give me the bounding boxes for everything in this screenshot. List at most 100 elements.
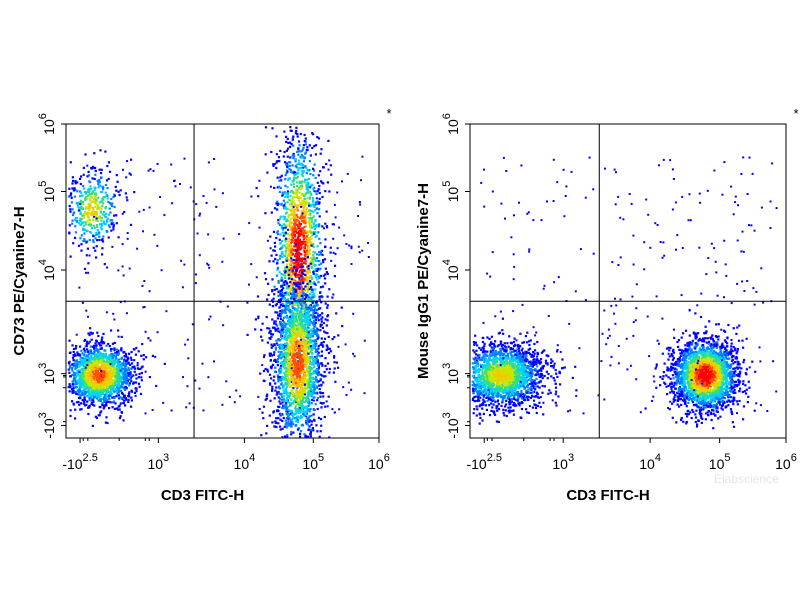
event-dot	[299, 411, 302, 414]
event-dot	[280, 356, 283, 359]
event-dot	[83, 364, 86, 367]
event-dot	[119, 386, 122, 389]
event-dot	[294, 253, 297, 256]
event-dot	[310, 339, 314, 342]
event-dot	[281, 239, 284, 243]
event-dot	[282, 398, 285, 401]
event-dot	[298, 301, 301, 304]
event-dot	[310, 304, 313, 307]
event-dot	[82, 371, 85, 374]
event-dot	[120, 347, 123, 350]
event-dot	[302, 144, 305, 147]
event-dot	[246, 333, 249, 336]
event-dot	[310, 385, 313, 388]
event-dot	[302, 379, 305, 382]
event-dot	[119, 379, 122, 382]
event-dot	[301, 202, 304, 205]
event-dot	[308, 269, 311, 272]
event-dot	[290, 254, 293, 257]
event-dot	[273, 293, 276, 296]
event-dot	[83, 395, 86, 398]
event-dot	[282, 283, 285, 286]
event-dot	[279, 176, 282, 179]
event-dot	[83, 384, 86, 387]
event-dot	[311, 197, 314, 200]
event-dot	[145, 356, 148, 359]
event-dot	[324, 245, 327, 249]
event-dot	[284, 403, 287, 406]
event-dot	[97, 385, 100, 388]
event-dot	[268, 331, 271, 334]
event-dot	[286, 379, 289, 382]
event-dot	[100, 381, 103, 384]
event-dot	[281, 419, 284, 423]
event-dot	[325, 210, 328, 213]
event-dot	[124, 397, 127, 400]
event-dot	[294, 196, 297, 199]
event-dot	[303, 261, 306, 265]
event-dot	[283, 244, 286, 247]
event-dot	[115, 348, 118, 351]
event-dot	[74, 372, 77, 375]
event-dot	[303, 156, 307, 159]
event-dot	[279, 331, 282, 334]
event-dot	[269, 330, 272, 333]
event-dot	[283, 348, 286, 352]
event-dot	[115, 360, 118, 363]
event-dot	[306, 254, 309, 257]
event-dot	[321, 225, 324, 228]
event-dot	[98, 379, 101, 382]
event-dot	[279, 329, 282, 332]
event-dot	[308, 231, 311, 234]
event-dot	[308, 252, 312, 255]
event-dot	[304, 165, 307, 168]
event-dot	[85, 356, 88, 359]
event-dot	[306, 339, 309, 342]
event-dot	[309, 393, 312, 396]
event-dot	[91, 364, 95, 367]
event-dot	[104, 206, 108, 209]
event-dot	[73, 378, 76, 381]
event-dot	[85, 206, 88, 209]
event-dot	[303, 401, 306, 404]
event-dot	[82, 364, 85, 367]
event-dot	[310, 216, 313, 220]
event-dot	[279, 242, 282, 245]
event-dot	[305, 270, 308, 273]
event-dot	[328, 367, 331, 371]
event-dot	[76, 389, 79, 392]
event-dot	[293, 192, 296, 195]
event-dot	[298, 280, 301, 283]
event-dot	[80, 222, 83, 225]
event-dot	[306, 282, 309, 285]
event-dot	[133, 391, 137, 394]
event-dot	[103, 215, 106, 218]
event-dot	[85, 390, 88, 393]
event-dot	[291, 171, 294, 174]
event-dot	[284, 271, 287, 274]
event-dot	[290, 257, 293, 260]
event-dot	[93, 367, 96, 370]
event-dot	[264, 212, 267, 215]
event-dot	[99, 389, 102, 392]
event-dot	[82, 166, 85, 169]
event-dot	[79, 195, 82, 198]
event-dot	[317, 371, 320, 374]
event-dot	[309, 432, 312, 436]
event-dot	[125, 369, 128, 372]
event-dot	[100, 219, 103, 222]
event-dot	[326, 315, 329, 318]
event-dot	[307, 267, 310, 270]
event-dot	[288, 348, 291, 351]
event-dot	[308, 376, 311, 380]
event-dot	[106, 388, 109, 391]
event-dot	[313, 316, 316, 319]
event-dot	[299, 435, 302, 438]
event-dot	[312, 254, 315, 257]
event-dot	[325, 162, 328, 166]
event-dot	[84, 372, 88, 375]
event-dot	[295, 267, 298, 270]
event-dot	[277, 350, 280, 353]
event-dot	[279, 293, 282, 296]
event-dot	[72, 242, 75, 245]
